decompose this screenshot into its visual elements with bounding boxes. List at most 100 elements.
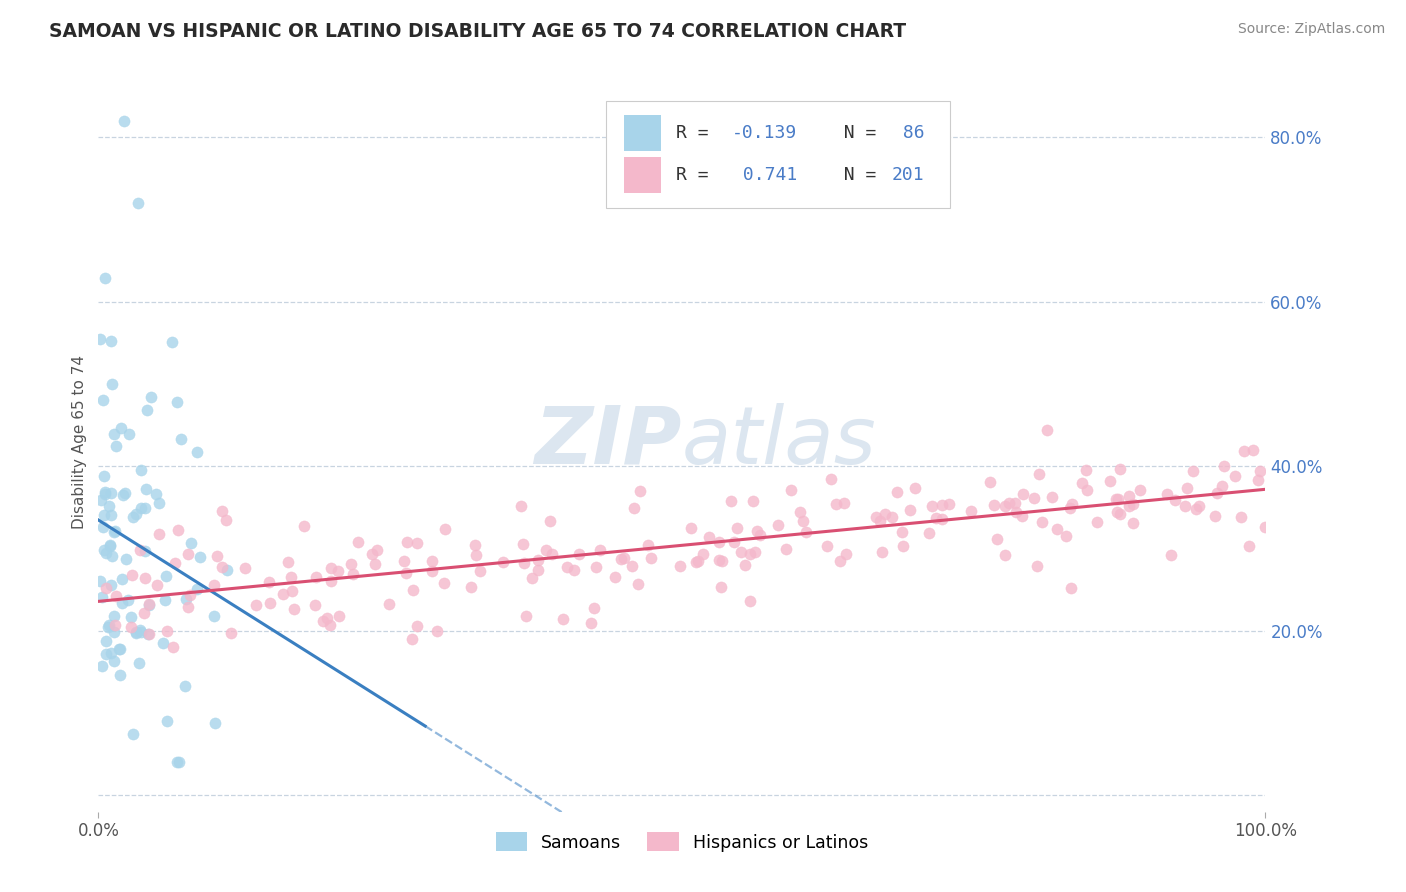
Point	[186, 445, 208, 459]
Point	[281, 583, 304, 598]
Point	[1040, 490, 1063, 504]
Text: atlas: atlas	[682, 402, 877, 481]
Point	[271, 587, 294, 601]
Point	[125, 507, 148, 521]
Point	[155, 593, 177, 607]
Point	[551, 612, 574, 626]
Point	[97, 618, 120, 632]
Point	[873, 508, 896, 522]
Point	[136, 626, 159, 640]
Text: N =: N =	[823, 124, 887, 142]
Point	[1004, 496, 1026, 510]
Point	[434, 523, 457, 537]
Point	[1188, 499, 1211, 513]
Point	[134, 571, 156, 585]
Point	[1012, 487, 1035, 501]
Text: 0.741: 0.741	[733, 166, 797, 184]
Point	[129, 625, 152, 640]
Point	[94, 634, 117, 648]
Point	[1206, 485, 1229, 500]
Point	[100, 485, 122, 500]
Point	[1185, 501, 1208, 516]
Point	[101, 549, 124, 564]
Point	[155, 569, 177, 583]
Point	[870, 545, 893, 559]
Point	[315, 610, 337, 624]
Point	[221, 626, 243, 640]
Point	[107, 642, 129, 657]
Point	[465, 548, 488, 562]
Point	[880, 510, 903, 524]
Point	[97, 620, 120, 634]
Point	[1004, 505, 1026, 519]
Point	[420, 554, 443, 568]
Point	[110, 421, 132, 435]
Point	[127, 196, 149, 211]
Point	[1249, 464, 1271, 478]
Point	[512, 537, 534, 551]
Point	[513, 556, 536, 570]
Point	[91, 393, 114, 408]
Point	[211, 559, 233, 574]
Point	[1060, 497, 1083, 511]
Point	[1076, 483, 1098, 498]
Point	[148, 527, 170, 541]
Point	[1098, 474, 1121, 488]
Point	[124, 625, 146, 640]
Point	[925, 510, 948, 524]
Point	[100, 508, 122, 522]
Point	[792, 514, 814, 528]
Point	[211, 504, 233, 518]
Point	[692, 547, 714, 561]
Point	[1108, 491, 1130, 506]
Bar	[624, 157, 661, 193]
Point	[167, 756, 190, 770]
Point	[122, 726, 145, 740]
Point	[173, 680, 195, 694]
Point	[510, 499, 533, 513]
Point	[921, 499, 943, 513]
Point	[780, 483, 803, 497]
Point	[685, 555, 707, 569]
Point	[1026, 558, 1049, 573]
Point	[94, 487, 117, 501]
Point	[104, 524, 127, 539]
Point	[292, 518, 315, 533]
Text: -0.139: -0.139	[733, 124, 797, 142]
Point	[202, 608, 225, 623]
Point	[110, 572, 132, 586]
Point	[904, 482, 927, 496]
Point	[94, 546, 117, 560]
Point	[134, 501, 156, 516]
Point	[640, 551, 662, 566]
Point	[128, 656, 150, 670]
Point	[1060, 581, 1083, 595]
Point	[1175, 481, 1198, 495]
Point	[160, 335, 183, 350]
Point	[91, 519, 114, 533]
Point	[1011, 509, 1033, 524]
Point	[363, 557, 385, 571]
Point	[997, 496, 1019, 510]
Point	[128, 543, 150, 558]
Point	[1247, 473, 1270, 487]
Point	[342, 566, 364, 581]
Point	[1105, 505, 1128, 519]
Point	[114, 485, 136, 500]
Point	[121, 567, 143, 582]
Point	[1085, 515, 1108, 529]
Point	[433, 576, 456, 591]
Point	[730, 545, 752, 559]
Point	[540, 547, 562, 561]
Point	[568, 547, 591, 561]
Point	[1076, 463, 1098, 477]
Point	[135, 403, 157, 417]
Point	[326, 564, 349, 578]
Point	[179, 588, 201, 602]
Text: Source: ZipAtlas.com: Source: ZipAtlas.com	[1237, 22, 1385, 37]
Point	[138, 598, 160, 612]
Point	[215, 563, 238, 577]
Point	[90, 591, 112, 605]
Point	[1046, 522, 1069, 536]
Point	[583, 601, 606, 615]
